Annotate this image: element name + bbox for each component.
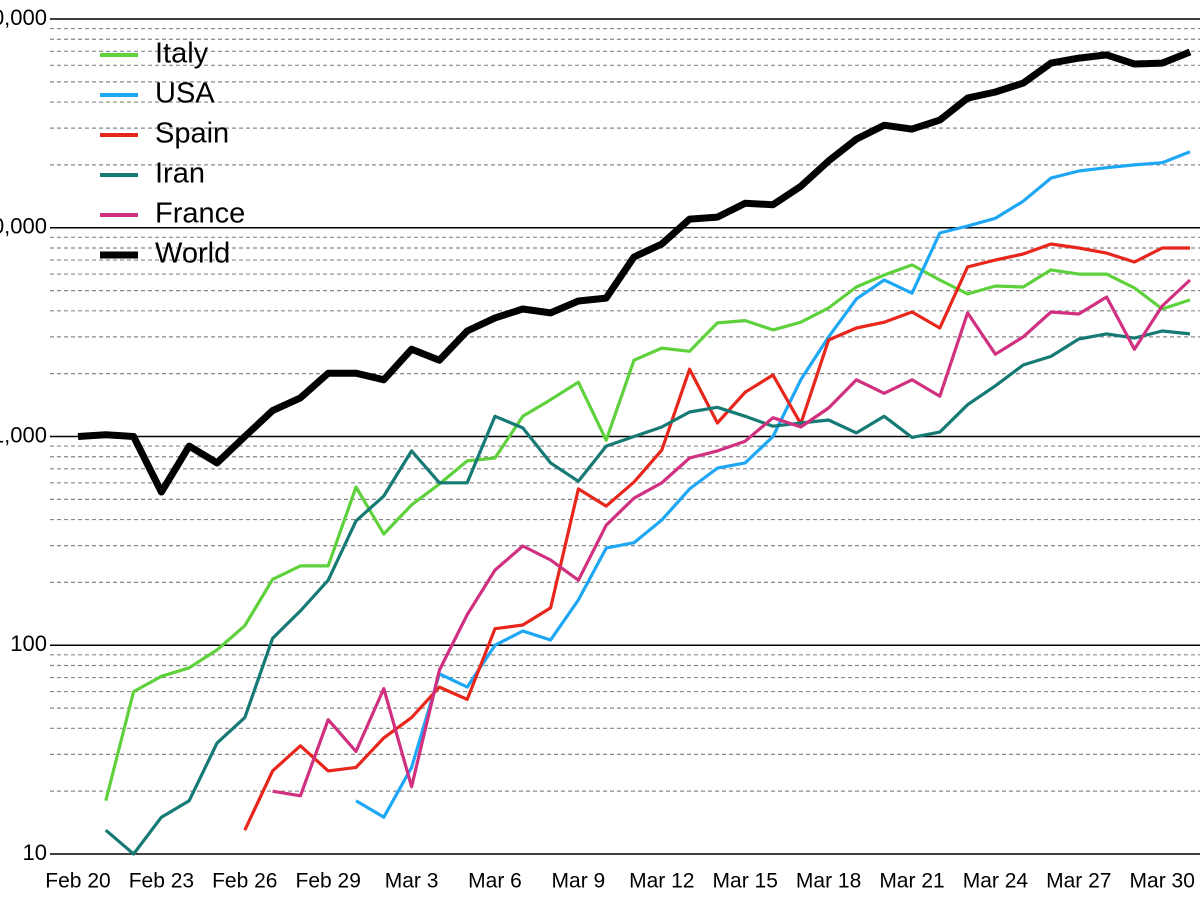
- legend-label: France: [155, 198, 245, 230]
- series-line: [243, 242, 1190, 831]
- x-tick-label: Mar 21: [879, 870, 944, 893]
- plot-area: [77, 48, 1192, 856]
- x-tick-label: Feb 29: [296, 870, 361, 893]
- x-tick-label: Mar 15: [713, 870, 778, 893]
- x-tick-label: Mar 3: [385, 870, 439, 893]
- legend-label: USA: [155, 78, 215, 110]
- y-tick-label: 10: [23, 840, 47, 865]
- x-tick-label: Mar 9: [552, 870, 606, 893]
- x-tick-label: Mar 30: [1130, 870, 1195, 893]
- y-tick-label: 100: [10, 631, 47, 656]
- x-tick-label: Feb 20: [45, 870, 110, 893]
- series-line: [104, 263, 1191, 802]
- legend-label: Italy: [155, 38, 209, 70]
- y-tick-label: 10,000: [0, 214, 47, 239]
- y-tick-label: 1,000: [0, 422, 47, 447]
- series-line: [77, 48, 1192, 496]
- series-line: [104, 329, 1191, 856]
- x-tick-label: Mar 6: [468, 870, 522, 893]
- series-line: [272, 278, 1192, 798]
- series-line: [355, 150, 1191, 819]
- y-tick-label: 100,000: [0, 5, 47, 30]
- x-tick-label: Mar 27: [1046, 870, 1111, 893]
- x-tick-label: Mar 18: [796, 870, 861, 893]
- x-tick-label: Mar 24: [963, 870, 1029, 893]
- x-tick-label: Feb 23: [129, 870, 194, 893]
- x-tick-label: Feb 26: [212, 870, 277, 893]
- legend-label: Spain: [155, 118, 229, 150]
- legend-label: Iran: [155, 158, 205, 190]
- x-tick-label: Mar 12: [629, 870, 694, 893]
- legend-label: World: [155, 238, 230, 270]
